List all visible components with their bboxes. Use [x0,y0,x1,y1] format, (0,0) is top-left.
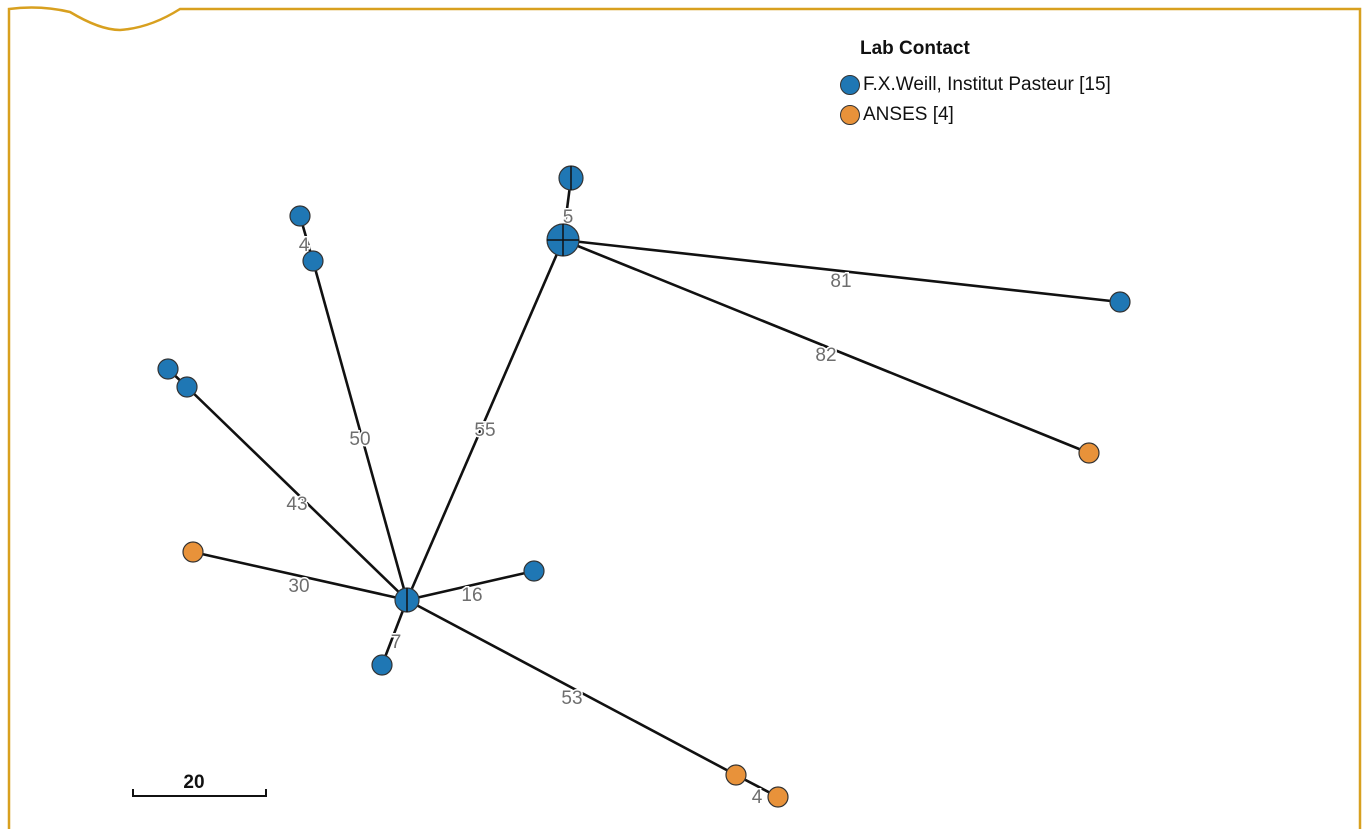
legend-item-label: ANSES [4] [863,104,954,125]
scale-bar-label: 20 [183,772,204,793]
tree-edge[interactable] [562,238,1121,304]
tree-node[interactable] [182,541,204,563]
edge-label: 7 [391,632,402,653]
edge-label: 53 [561,688,582,709]
tree-node[interactable] [302,250,324,272]
edge-label: 81 [830,271,851,292]
tree-edge[interactable] [405,239,565,601]
legend-item[interactable]: F.X.Weill, Institut Pasteur [15] [840,70,1111,100]
tree-edge[interactable] [562,238,1090,455]
edge-label: 55 [474,420,495,441]
tree-edge[interactable] [406,569,535,602]
scale-bar: 20 [132,772,267,797]
edge-label: 16 [461,585,482,606]
legend-item[interactable]: ANSES [4] [840,100,1111,130]
edge-label: 82 [815,345,836,366]
edge-label: 30 [288,576,309,597]
edge-label: 4 [299,235,310,256]
tree-node[interactable] [176,376,198,398]
tree-node[interactable] [558,165,584,191]
tree-edge[interactable] [311,260,409,601]
legend-swatch-circle [840,75,860,95]
tree-node[interactable] [371,654,393,676]
legend: Lab Contact F.X.Weill, Institut Pasteur … [840,38,1111,130]
edge-label: 43 [286,494,307,515]
tree-node[interactable] [289,205,311,227]
tree-node[interactable] [523,560,545,582]
edge-label: 50 [349,429,370,450]
tree-node[interactable] [1109,291,1131,313]
edge-label: 4 [752,787,763,808]
legend-item-label: F.X.Weill, Institut Pasteur [15] [863,74,1111,95]
tree-edge[interactable] [186,386,408,601]
tree-node[interactable] [157,358,179,380]
tree-node[interactable] [725,764,747,786]
tree-node[interactable] [1078,442,1100,464]
legend-swatch-circle [840,105,860,125]
tree-edge[interactable] [406,598,737,777]
legend-title: Lab Contact [860,38,970,59]
tree-node[interactable] [767,786,789,808]
tree-edge[interactable] [192,550,408,602]
tree-node[interactable] [394,587,420,613]
tree-node[interactable] [546,223,580,257]
